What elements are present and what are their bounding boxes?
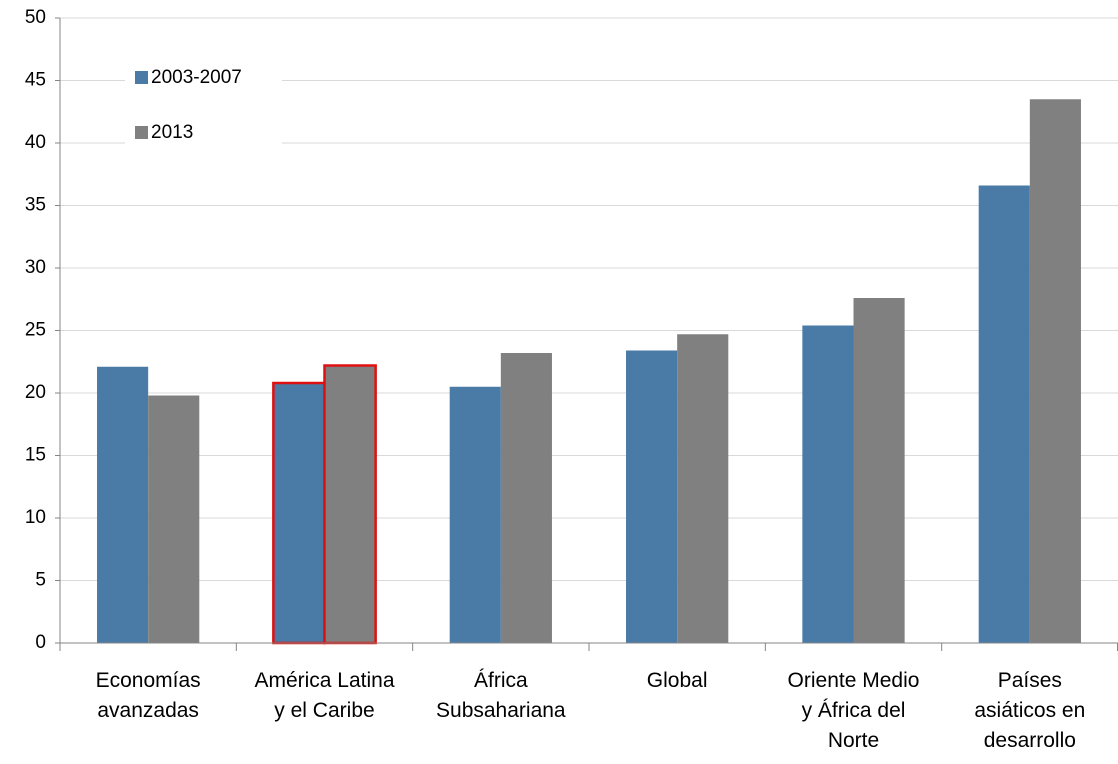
bar <box>97 366 149 643</box>
y-tick-label: 35 <box>25 195 46 216</box>
y-tick-label: 20 <box>25 382 46 403</box>
legend-label: 2003-2007 <box>151 67 242 88</box>
y-tick-label: 45 <box>25 70 46 91</box>
bar <box>626 350 678 643</box>
y-tick-label: 15 <box>25 445 46 466</box>
bar <box>323 364 377 645</box>
x-tick-label: Economías avanzadas <box>95 669 201 722</box>
bar <box>449 386 501 643</box>
legend-label: 2013 <box>151 122 193 143</box>
legend-swatch <box>135 71 148 84</box>
y-tick-label: 0 <box>35 632 46 653</box>
bar <box>677 334 729 643</box>
y-tick-label: 5 <box>35 570 46 591</box>
bar <box>853 298 905 643</box>
bar <box>802 325 854 643</box>
y-tick-label: 50 <box>25 7 46 28</box>
y-tick-label: 30 <box>25 257 46 278</box>
bar <box>272 381 326 645</box>
x-tick-label: África Subsahariana <box>436 669 566 722</box>
bar <box>1029 99 1081 643</box>
x-tick-label: Países asiáticos en desarrollo <box>974 669 1086 752</box>
x-tick-label: Global <box>646 669 708 692</box>
legend-swatch <box>135 126 148 139</box>
bar <box>500 353 552 643</box>
bar <box>148 395 200 643</box>
y-tick-label: 10 <box>25 507 46 528</box>
legend-box <box>125 45 282 160</box>
x-tick-label: Oriente Medio y África del Norte <box>787 669 920 752</box>
y-tick-label: 25 <box>25 320 46 341</box>
y-tick-label: 40 <box>25 132 46 153</box>
x-tick-label: América Latina y el Caribe <box>254 669 395 722</box>
bar <box>978 185 1030 643</box>
